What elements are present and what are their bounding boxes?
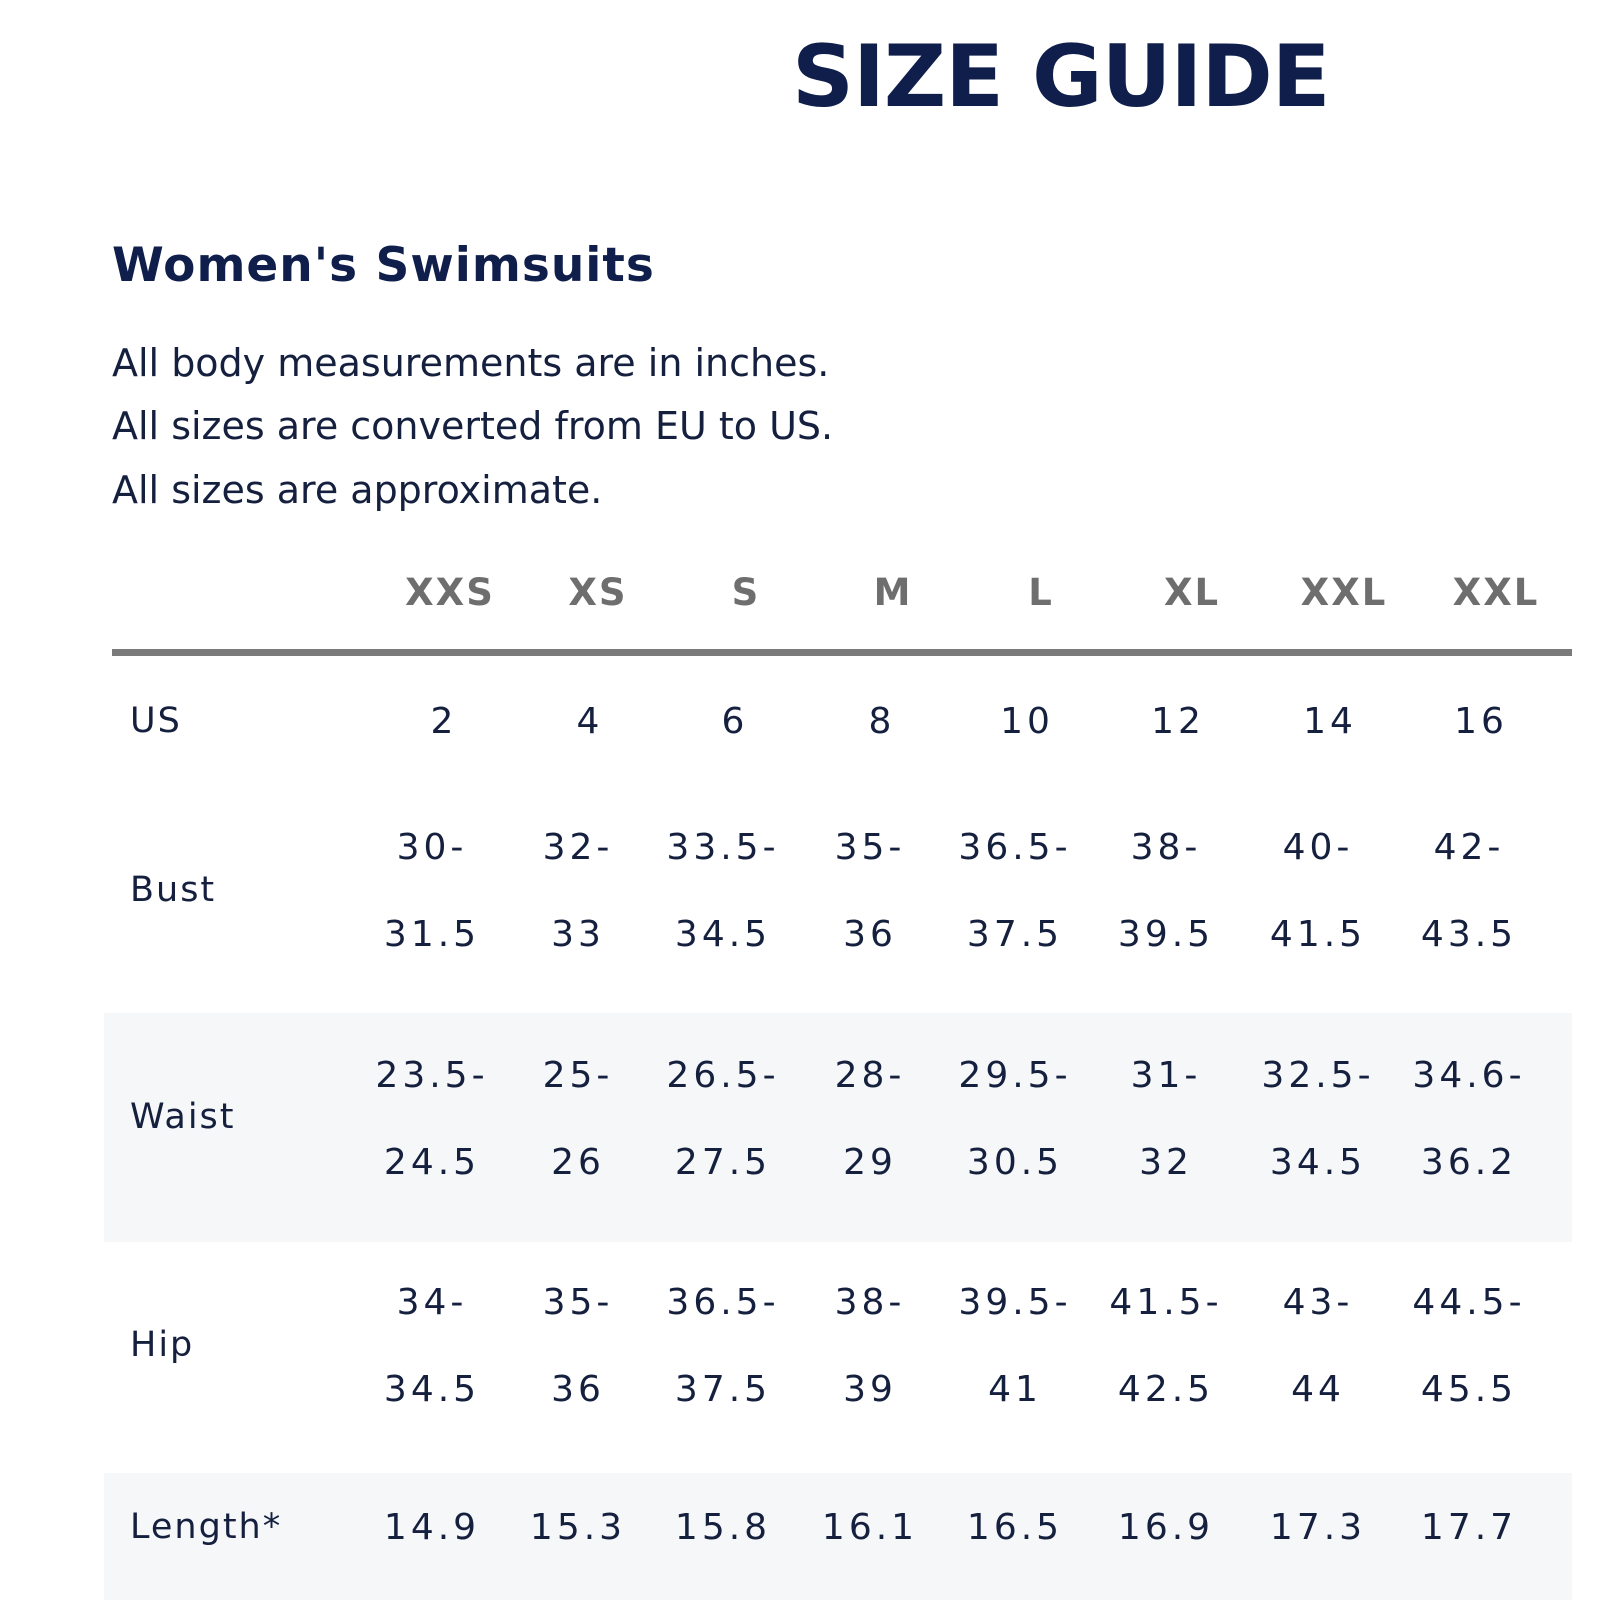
hip-range-end: 36 xyxy=(551,1369,605,1410)
us-size-cell: 4 xyxy=(576,701,604,742)
us-size-cell: 6 xyxy=(721,701,749,742)
length-cell: 16.9 xyxy=(1117,1507,1215,1548)
waist-range-start: 25- xyxy=(542,1055,614,1096)
size-header-cell: S xyxy=(731,571,761,614)
section-title: Women's Swimsuits xyxy=(112,238,655,293)
bust-range-start: 30- xyxy=(396,827,468,868)
waist-range-end: 26 xyxy=(551,1142,605,1183)
length-cell: 14.9 xyxy=(383,1507,481,1548)
hip-range-start: 39.5- xyxy=(958,1282,1072,1323)
bust-range-end: 34.5 xyxy=(674,914,772,955)
hip-range-start: 41.5- xyxy=(1109,1282,1223,1323)
bust-range-end: 31.5 xyxy=(383,914,481,955)
hip-row-label: Hip xyxy=(130,1325,195,1365)
bust-range-start: 40- xyxy=(1282,827,1354,868)
us-size-cell: 2 xyxy=(430,701,458,742)
note-measurements: All body measurements are in inches. xyxy=(112,341,830,385)
header-divider xyxy=(112,649,1572,656)
size-header-cell: L xyxy=(1028,571,1054,614)
waist-range-start: 31- xyxy=(1130,1055,1202,1096)
bust-range-end: 41.5 xyxy=(1269,914,1367,955)
hip-range-start: 43- xyxy=(1282,1282,1354,1323)
hip-range-end: 34.5 xyxy=(383,1369,481,1410)
length-cell: 17.7 xyxy=(1420,1507,1518,1548)
size-header-cell: XL xyxy=(1163,571,1221,614)
waist-range-start: 26.5- xyxy=(666,1055,780,1096)
size-header-cell: M xyxy=(873,571,913,614)
length-cell: 17.3 xyxy=(1269,1507,1367,1548)
hip-range-end: 45.5 xyxy=(1420,1369,1518,1410)
bust-range-start: 35- xyxy=(834,827,906,868)
note-conversion: All sizes are converted from EU to US. xyxy=(112,404,834,448)
length-cell: 15.8 xyxy=(674,1507,772,1548)
waist-range-end: 36.2 xyxy=(1420,1142,1518,1183)
size-header-cell: XXS xyxy=(405,571,495,614)
us-size-cell: 10 xyxy=(1000,701,1054,742)
length-cell: 15.3 xyxy=(529,1507,627,1548)
length-row-background xyxy=(104,1473,1572,1600)
bust-range-start: 36.5- xyxy=(958,827,1072,868)
us-size-cell: 16 xyxy=(1454,701,1508,742)
bust-range-end: 33 xyxy=(551,914,605,955)
page-title: SIZE GUIDE xyxy=(792,27,1331,127)
waist-range-end: 27.5 xyxy=(674,1142,772,1183)
us-size-cell: 14 xyxy=(1303,701,1357,742)
waist-range-start: 32.5- xyxy=(1261,1055,1375,1096)
hip-range-start: 44.5- xyxy=(1412,1282,1526,1323)
waist-range-start: 23.5- xyxy=(375,1055,489,1096)
hip-range-end: 44 xyxy=(1291,1369,1345,1410)
bust-range-start: 33.5- xyxy=(666,827,780,868)
size-header-cell: XS xyxy=(568,571,628,614)
bust-range-start: 38- xyxy=(1130,827,1202,868)
size-header-cell: XXL xyxy=(1452,571,1540,614)
length-cell: 16.5 xyxy=(966,1507,1064,1548)
hip-range-end: 42.5 xyxy=(1117,1369,1215,1410)
bust-range-start: 32- xyxy=(542,827,614,868)
hip-range-start: 36.5- xyxy=(666,1282,780,1323)
waist-range-start: 28- xyxy=(834,1055,906,1096)
bust-range-end: 37.5 xyxy=(966,914,1064,955)
waist-range-end: 34.5 xyxy=(1269,1142,1367,1183)
hip-range-start: 38- xyxy=(834,1282,906,1323)
us-size-cell: 8 xyxy=(868,701,896,742)
bust-range-end: 39.5 xyxy=(1117,914,1215,955)
waist-range-start: 34.6- xyxy=(1412,1055,1526,1096)
hip-range-start: 35- xyxy=(542,1282,614,1323)
bust-range-start: 42- xyxy=(1433,827,1505,868)
size-header-cell: XXL xyxy=(1300,571,1388,614)
us-row-label: US xyxy=(130,701,182,741)
waist-row-background xyxy=(104,1013,1572,1242)
waist-range-end: 24.5 xyxy=(383,1142,481,1183)
waist-range-start: 29.5- xyxy=(958,1055,1072,1096)
waist-row-label: Waist xyxy=(130,1097,236,1137)
hip-range-end: 37.5 xyxy=(674,1369,772,1410)
hip-range-end: 39 xyxy=(843,1369,897,1410)
length-cell: 16.1 xyxy=(821,1507,919,1548)
waist-range-end: 32 xyxy=(1139,1142,1193,1183)
waist-range-end: 29 xyxy=(843,1142,897,1183)
bust-range-end: 43.5 xyxy=(1420,914,1518,955)
us-size-cell: 12 xyxy=(1151,701,1205,742)
note-approximate: All sizes are approximate. xyxy=(112,468,603,512)
hip-range-end: 41 xyxy=(988,1369,1042,1410)
bust-range-end: 36 xyxy=(843,914,897,955)
bust-row-label: Bust xyxy=(130,870,217,910)
length-row-label: Length* xyxy=(130,1507,283,1547)
hip-range-start: 34- xyxy=(396,1282,468,1323)
waist-range-end: 30.5 xyxy=(966,1142,1064,1183)
